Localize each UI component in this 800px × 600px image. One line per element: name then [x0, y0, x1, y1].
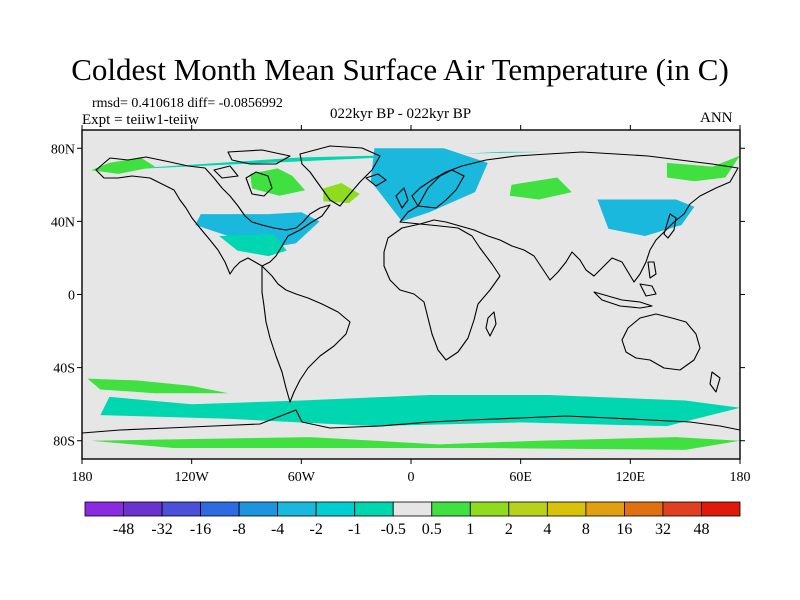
- coastline-north-america: [95, 156, 331, 275]
- x-tick-label: 60W: [288, 470, 316, 485]
- longitude-axis: 180 120W 60W 0 60E 120E 180: [72, 125, 751, 485]
- y-tick-label: 80N: [51, 142, 75, 157]
- colorbar-swatch: [431, 501, 471, 517]
- colorbar-label: -2: [310, 521, 323, 538]
- y-tick-label: 40N: [51, 215, 75, 230]
- coastline-greenland: [299, 145, 381, 207]
- anomaly-region-5: [100, 395, 740, 427]
- experiment-label: Expt = teiiw1-teiiw: [82, 112, 199, 128]
- colorbar-swatch: [238, 501, 279, 517]
- coastline-australia: [621, 313, 701, 371]
- colorbar-swatch: [161, 501, 201, 517]
- colorbar-swatch: [585, 501, 625, 517]
- coastline-indonesia: [593, 261, 657, 309]
- x-tick-label: 180: [72, 470, 93, 485]
- coastline-japan: [663, 213, 677, 239]
- colorbar-swatch: [123, 501, 163, 517]
- coastline-madagascar: [485, 311, 497, 337]
- colorbar-label: -32: [151, 521, 172, 538]
- anomaly-region-9: [91, 437, 740, 450]
- colorbar-label: -8: [232, 521, 245, 538]
- colorbar-label: 0.5: [422, 521, 442, 538]
- x-tick-label: 0: [408, 470, 415, 485]
- colorbar-swatch: [200, 501, 240, 517]
- colorbar-swatch: [392, 501, 433, 517]
- colorbar-swatch: [315, 501, 356, 517]
- colorbar-label: -1: [348, 521, 361, 538]
- colorbar-swatch: [662, 501, 702, 517]
- anomaly-region-1: [195, 212, 320, 249]
- colorbar-swatch: [546, 501, 587, 517]
- colorbar-label: 8: [582, 521, 590, 538]
- colorbar-label: -16: [190, 521, 211, 538]
- anomaly-region-8: [323, 183, 360, 204]
- colorbar-label: 16: [616, 521, 632, 538]
- anomaly-region-11: [509, 177, 572, 200]
- x-tick-label: 120W: [175, 470, 210, 485]
- colorbar-swatch: [469, 501, 510, 517]
- stats-line: rmsd= 0.410618 diff= -0.0856992: [92, 96, 283, 111]
- coastline-iceland: [365, 173, 387, 187]
- coastline-south-america: [261, 265, 351, 403]
- coastline-scandinavia: [417, 169, 465, 209]
- colorbar-label: 2: [505, 521, 513, 538]
- anomaly-region-2: [219, 234, 287, 257]
- colorbar-label: -4: [271, 521, 284, 538]
- map-title: Coldest Month Mean Surface Air Temperatu…: [71, 52, 729, 87]
- x-tick-label: 180: [730, 470, 751, 485]
- anomaly-region-7: [250, 168, 305, 196]
- colorbar-label: 4: [543, 521, 551, 538]
- period-label: 022kyr BP - 022kyr BP: [330, 106, 472, 122]
- colorbar: -48 -32 -16 -8 -4 -2 -1 -0.5 0.5 1 2 4 8 16 32 48: [84, 501, 741, 538]
- colorbar-swatch: [624, 501, 664, 517]
- coastline-africa: [383, 223, 501, 361]
- coastline-hudson-bay: [245, 171, 273, 197]
- anomaly-region-10: [87, 378, 229, 394]
- coastline-new-zealand: [709, 371, 721, 393]
- colorbar-swatch: [84, 501, 124, 517]
- colorbar-label: 32: [655, 521, 671, 538]
- y-tick-label: 40S: [53, 362, 75, 377]
- coastlines: [82, 145, 740, 434]
- colorbar-label: -48: [113, 521, 134, 538]
- y-tick-label: 80S: [53, 435, 75, 450]
- colorbar-label: 1: [466, 521, 474, 538]
- colorbar-swatch: [277, 501, 317, 517]
- map-panel: 180 120W 60W 0 60E 120E 180 80N 40N 0 40S 80S: [51, 125, 751, 485]
- latitude-axis: 80N 40N 0 40S 80S: [51, 142, 745, 450]
- y-tick-label: 0: [68, 289, 75, 304]
- colorbar-swatch: [508, 501, 548, 517]
- colorbar-swatch: [701, 501, 741, 517]
- colorbar-swatch: [354, 501, 394, 517]
- coastline-antarctica: [82, 409, 740, 434]
- colorbar-label: 48: [693, 521, 709, 538]
- anomaly-region-6: [91, 157, 156, 174]
- anomaly-region-4: [597, 199, 695, 236]
- coastline-eurasia: [399, 151, 739, 283]
- colorbar-label: -0.5: [381, 521, 406, 538]
- coastline-uk: [395, 187, 409, 209]
- season-label: ANN: [700, 110, 733, 126]
- anomaly-region-12: [666, 155, 740, 182]
- x-tick-label: 120E: [616, 470, 646, 485]
- x-tick-label: 60E: [509, 470, 532, 485]
- coastline-arctic-islands: [213, 149, 291, 179]
